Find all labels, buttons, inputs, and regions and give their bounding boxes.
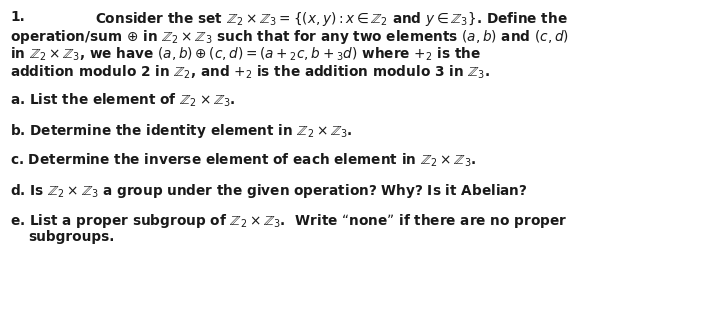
Text: a. List the element of $\mathbb{Z}_2 \times \mathbb{Z}_3$.: a. List the element of $\mathbb{Z}_2 \ti… <box>10 92 235 110</box>
Text: Consider the set $\mathbb{Z}_2 \times \mathbb{Z}_3 = \{(x, y) : x \in \mathbb{Z}: Consider the set $\mathbb{Z}_2 \times \m… <box>95 10 567 28</box>
Text: c. Determine the inverse element of each element in $\mathbb{Z}_2 \times \mathbb: c. Determine the inverse element of each… <box>10 152 476 169</box>
Text: d. Is $\mathbb{Z}_2 \times \mathbb{Z}_3$ a group under the given operation? Why?: d. Is $\mathbb{Z}_2 \times \mathbb{Z}_3$… <box>10 182 528 200</box>
Text: 1.: 1. <box>10 10 24 24</box>
Text: operation/sum $\oplus$ in $\mathbb{Z}_2 \times \mathbb{Z}_3$ such that for any t: operation/sum $\oplus$ in $\mathbb{Z}_2 … <box>10 28 569 46</box>
Text: b. Determine the identity element in $\mathbb{Z}_2 \times \mathbb{Z}_3$.: b. Determine the identity element in $\m… <box>10 122 353 140</box>
Text: in $\mathbb{Z}_2 \times \mathbb{Z}_3$, we have $(a, b) \oplus (c, d) = (a +_2 c,: in $\mathbb{Z}_2 \times \mathbb{Z}_3$, w… <box>10 46 481 64</box>
Text: e. List a proper subgroup of $\mathbb{Z}_2 \times \mathbb{Z}_3$.  Write “none” i: e. List a proper subgroup of $\mathbb{Z}… <box>10 212 567 230</box>
Text: subgroups.: subgroups. <box>28 230 114 244</box>
Text: addition modulo 2 in $\mathbb{Z}_2$, and $+_2$ is the addition modulo 3 in $\mat: addition modulo 2 in $\mathbb{Z}_2$, and… <box>10 64 490 81</box>
